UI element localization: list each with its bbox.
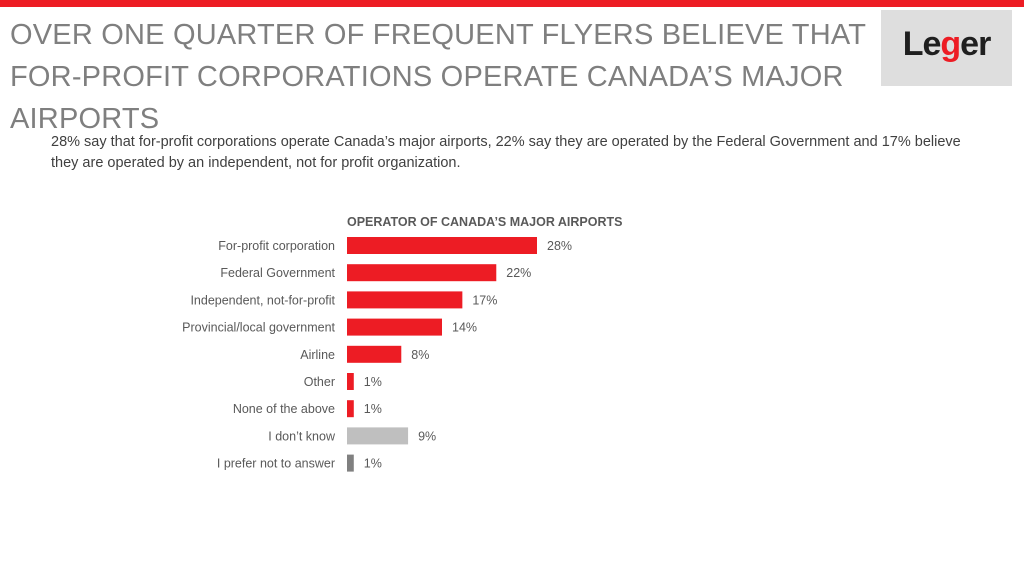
bar [347, 400, 354, 418]
category-label: Provincial/local government [182, 321, 335, 335]
value-label: 17% [472, 293, 497, 307]
logo-text-g: g [940, 25, 961, 63]
logo-text-er: er [960, 25, 991, 63]
bar [347, 237, 537, 254]
value-label: 1% [364, 375, 382, 389]
bar [347, 318, 442, 336]
value-label: 1% [364, 457, 382, 471]
value-label: 9% [418, 429, 436, 443]
category-label: None of the above [233, 402, 335, 416]
chart-marks: For-profit corporation 28% Federal Governm… [182, 237, 572, 472]
leger-logo-icon: Leger [881, 24, 1012, 64]
category-label: Federal Government [220, 266, 335, 280]
value-label: 28% [547, 239, 572, 253]
bar [347, 345, 402, 363]
category-label: I prefer not to answer [217, 457, 335, 471]
value-label: 14% [452, 321, 477, 335]
category-label: Other [304, 375, 335, 389]
logo-text-le: Le [902, 25, 942, 63]
bar [347, 291, 463, 309]
slide-headline: OVER ONE QUARTER OF FREQUENT FLYERS BELI… [10, 19, 866, 135]
category-label: Airline [300, 348, 335, 362]
value-label: 22% [506, 266, 531, 280]
chart-title: OPERATOR OF CANADA’S MAJOR AIRPORTS [347, 215, 622, 229]
bar-chart: OPERATOR OF CANADA’S MAJOR AIRPORTS For-… [182, 215, 622, 472]
bar [347, 373, 354, 390]
bar [347, 454, 354, 472]
slide-subtitle: 28% say that for-profit corporations ope… [51, 134, 961, 171]
top-accent-bar [0, 0, 1024, 7]
bar [347, 264, 497, 282]
category-label: I don’t know [268, 429, 336, 443]
category-label: Independent, not-for-profit [190, 293, 335, 307]
value-label: 1% [364, 402, 382, 416]
bar [347, 427, 409, 445]
category-label: For-profit corporation [218, 239, 335, 253]
value-label: 8% [411, 348, 429, 362]
leger-logo: Leger [881, 10, 1012, 86]
